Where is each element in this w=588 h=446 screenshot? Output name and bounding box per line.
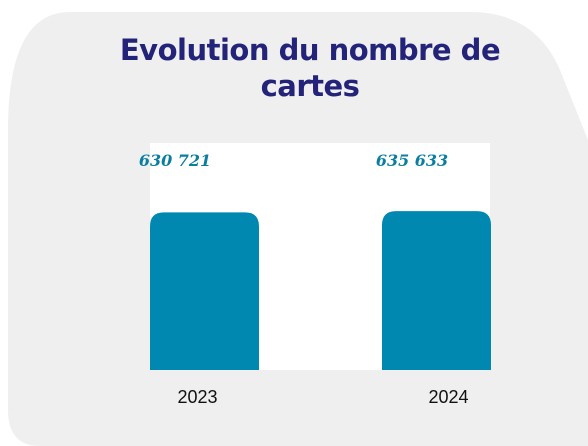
- x-tick-label: 2024: [428, 387, 468, 407]
- bar: [150, 212, 259, 370]
- value-label: 635 633: [376, 151, 448, 170]
- x-tick-label: 2023: [177, 387, 217, 407]
- bar: [382, 211, 491, 370]
- value-label: 630 721: [139, 151, 211, 170]
- chart-title: Evolution du nombre de cartes: [119, 33, 501, 103]
